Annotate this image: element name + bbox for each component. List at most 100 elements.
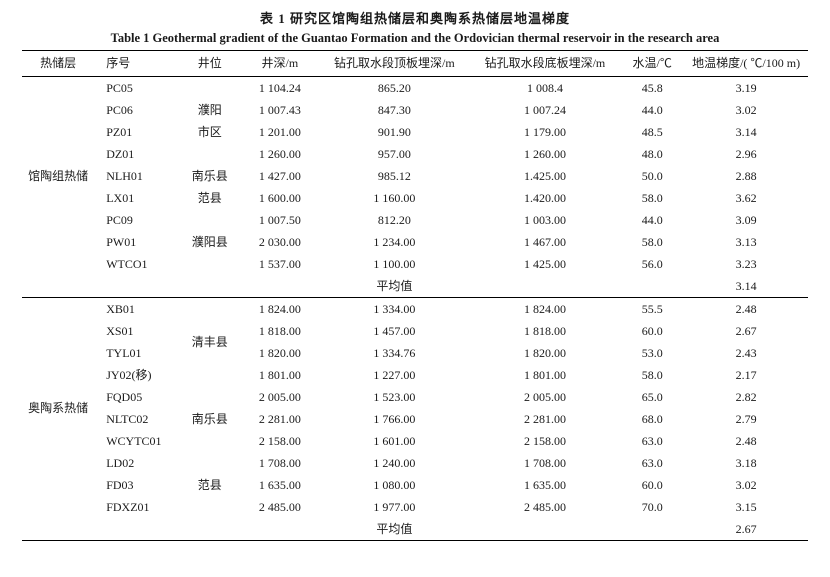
temp-cell: 56.0 <box>620 253 684 275</box>
table-row: NLH01南乐县1 427.00985.121.425.0050.02.88 <box>22 165 808 187</box>
top-cell: 1 100.00 <box>319 253 470 275</box>
top-cell: 1 234.00 <box>319 231 470 253</box>
top-cell: 901.90 <box>319 121 470 143</box>
col-header: 水温/℃ <box>620 51 684 77</box>
table-row: FQD05南乐县2 005.001 523.002 005.0065.02.82 <box>22 386 808 408</box>
empty-cell <box>470 275 621 298</box>
empty-cell <box>241 518 319 541</box>
top-cell: 1 523.00 <box>319 386 470 408</box>
depth-cell: 1 801.00 <box>241 364 319 386</box>
table-row: PZ011 201.00901.901 179.0048.53.14 <box>22 121 808 143</box>
grad-cell: 2.48 <box>684 298 808 321</box>
well-cell: PC09 <box>94 209 179 231</box>
top-cell: 1 977.00 <box>319 496 470 518</box>
mean-label-cell: 平均值 <box>319 275 470 298</box>
table-body: 馆陶组热储PC05濮阳市区1 104.24865.201 008.445.83.… <box>22 77 808 541</box>
depth-cell: 2 281.00 <box>241 408 319 430</box>
location-cell: 范县 <box>179 187 241 209</box>
well-cell: XS01 <box>94 320 179 342</box>
mean-label-cell: 平均值 <box>319 518 470 541</box>
temp-cell: 58.0 <box>620 364 684 386</box>
top-cell: 812.20 <box>319 209 470 231</box>
table-row: LX01范县1 600.001 160.001.420.0058.03.62 <box>22 187 808 209</box>
reservoir-cell: 馆陶组热储 <box>22 77 94 276</box>
top-cell: 1 080.00 <box>319 474 470 496</box>
empty-cell <box>22 518 94 541</box>
depth-cell: 1 201.00 <box>241 121 319 143</box>
empty-cell <box>241 275 319 298</box>
depth-cell: 1 600.00 <box>241 187 319 209</box>
bot-cell: 2 281.00 <box>470 408 621 430</box>
grad-cell: 3.14 <box>684 121 808 143</box>
empty-cell <box>620 518 684 541</box>
table-row: 奥陶系热储XB01清丰县1 824.001 334.001 824.0055.5… <box>22 298 808 321</box>
top-cell: 1 160.00 <box>319 187 470 209</box>
grad-cell: 3.02 <box>684 474 808 496</box>
top-cell: 847.30 <box>319 99 470 121</box>
table-row: LD02范县1 708.001 240.001 708.0063.03.18 <box>22 452 808 474</box>
table-page: 表 1 研究区馆陶组热储层和奥陶系热储层地温梯度 Table 1 Geother… <box>0 0 830 577</box>
location-cell: 范县 <box>179 452 241 518</box>
well-cell: LX01 <box>94 187 179 209</box>
col-header: 地温梯度/( ℃/100 m) <box>684 51 808 77</box>
grad-cell: 3.18 <box>684 452 808 474</box>
temp-cell: 55.5 <box>620 298 684 321</box>
top-cell: 957.00 <box>319 143 470 165</box>
well-cell: NLH01 <box>94 165 179 187</box>
geothermal-table: 热储层序号井位井深/m钻孔取水段顶板埋深/m钻孔取水段底板埋深/m水温/℃地温梯… <box>22 50 808 541</box>
well-cell: JY02(移) <box>94 364 179 386</box>
temp-cell: 63.0 <box>620 452 684 474</box>
table-row: JY02(移)1 801.001 227.001 801.0058.02.17 <box>22 364 808 386</box>
empty-cell <box>470 518 621 541</box>
table-row: WCYTC012 158.001 601.002 158.0063.02.48 <box>22 430 808 452</box>
well-cell: PW01 <box>94 231 179 253</box>
well-cell: FD03 <box>94 474 179 496</box>
grad-cell: 3.19 <box>684 77 808 100</box>
bot-cell: 1 818.00 <box>470 320 621 342</box>
temp-cell: 50.0 <box>620 165 684 187</box>
table-row: PC061 007.43847.301 007.2444.03.02 <box>22 99 808 121</box>
top-cell: 1 227.00 <box>319 364 470 386</box>
bot-cell: 1 801.00 <box>470 364 621 386</box>
mean-grad-cell: 3.14 <box>684 275 808 298</box>
depth-cell: 1 818.00 <box>241 320 319 342</box>
table-row: WTCO11 537.001 100.001 425.0056.03.23 <box>22 253 808 275</box>
grad-cell: 2.79 <box>684 408 808 430</box>
grad-cell: 2.43 <box>684 342 808 364</box>
empty-cell <box>94 275 179 298</box>
top-cell: 1 334.00 <box>319 298 470 321</box>
temp-cell: 48.5 <box>620 121 684 143</box>
temp-cell: 68.0 <box>620 408 684 430</box>
location-cell: 南乐县 <box>179 386 241 452</box>
table-row: DZ011 260.00957.001 260.0048.02.96 <box>22 143 808 165</box>
well-cell: WTCO1 <box>94 253 179 275</box>
depth-cell: 2 158.00 <box>241 430 319 452</box>
empty-cell <box>620 275 684 298</box>
temp-cell: 45.8 <box>620 77 684 100</box>
grad-cell: 3.13 <box>684 231 808 253</box>
table-row: PC09濮阳县1 007.50812.201 003.0044.03.09 <box>22 209 808 231</box>
table-row: TYL011 820.001 334.761 820.0053.02.43 <box>22 342 808 364</box>
well-cell: DZ01 <box>94 143 179 165</box>
grad-cell: 2.67 <box>684 320 808 342</box>
location-cell: 清丰县 <box>179 298 241 387</box>
bot-cell: 2 158.00 <box>470 430 621 452</box>
mean-row: 平均值2.67 <box>22 518 808 541</box>
depth-cell: 1 007.50 <box>241 209 319 231</box>
depth-cell: 1 635.00 <box>241 474 319 496</box>
bot-cell: 1.425.00 <box>470 165 621 187</box>
depth-cell: 1 427.00 <box>241 165 319 187</box>
table-row: PW012 030.001 234.001 467.0058.03.13 <box>22 231 808 253</box>
top-cell: 985.12 <box>319 165 470 187</box>
depth-cell: 1 104.24 <box>241 77 319 100</box>
temp-cell: 60.0 <box>620 320 684 342</box>
empty-cell <box>94 518 179 541</box>
well-cell: TYL01 <box>94 342 179 364</box>
top-cell: 1 601.00 <box>319 430 470 452</box>
empty-cell <box>22 275 94 298</box>
col-header: 热储层 <box>22 51 94 77</box>
reservoir-cell: 奥陶系热储 <box>22 298 94 519</box>
bot-cell: 1 260.00 <box>470 143 621 165</box>
location-cell: 濮阳市区 <box>179 77 241 166</box>
depth-cell: 2 485.00 <box>241 496 319 518</box>
